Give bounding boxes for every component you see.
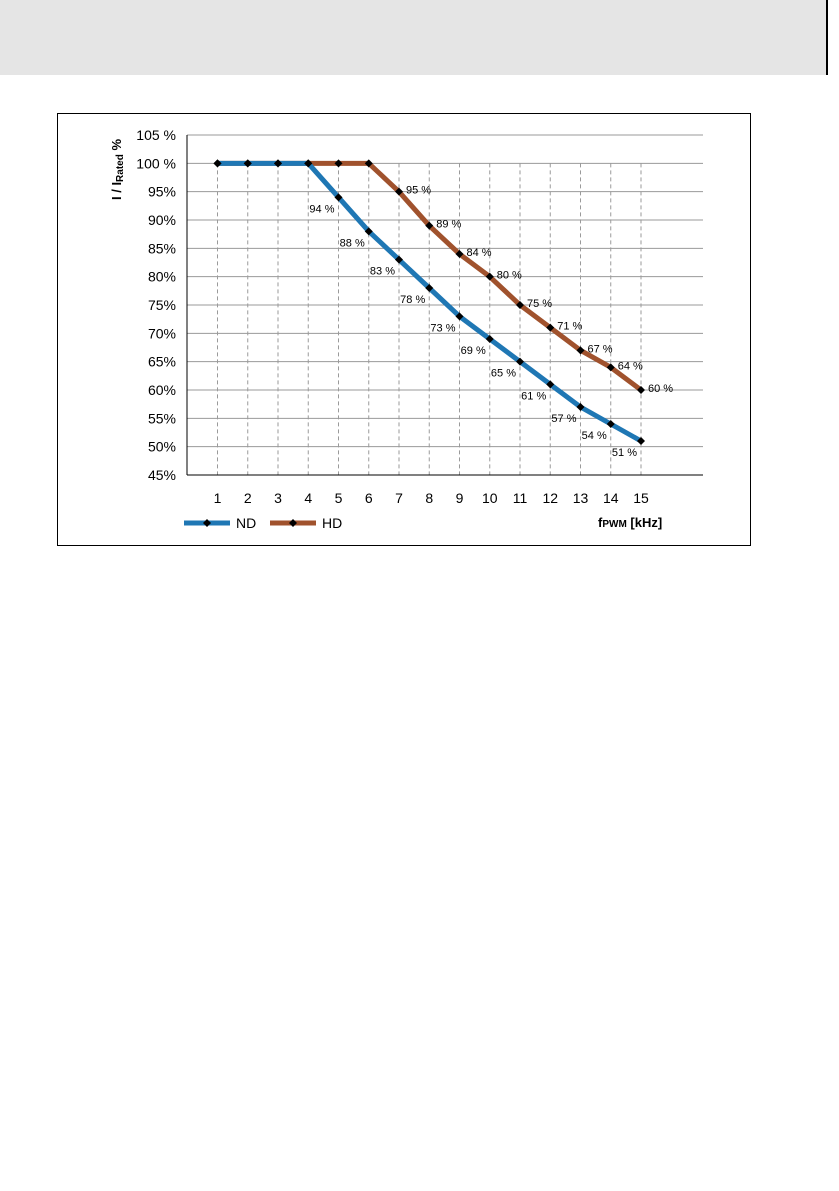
data-point-nd [304,159,313,168]
data-point-hd [455,250,464,258]
data-point-nd [274,159,282,168]
x-tick-label: 8 [425,490,433,506]
data-point-nd [455,312,464,321]
data-label-nd: 54 % [582,430,607,442]
axes [186,135,703,476]
y-tick-label: 75% [148,297,176,313]
data-label-nd: 88 % [340,237,365,249]
y-tick-label: 60% [148,382,176,398]
x-tick-labels: 1 2 3 4 5 6 7 8 9 10 11 12 13 14 15 [214,490,649,506]
legend-marker-nd [203,519,211,527]
data-point-hd [516,301,524,309]
data-label-nd: 57 % [551,413,576,425]
data-label-nd: 73 % [430,322,455,334]
data-point-nd [364,227,373,236]
data-label-nd: 83 % [370,266,395,278]
data-point-hd [546,323,555,332]
data-point-nd [576,403,585,411]
x-tick-label: 6 [365,490,373,506]
data-label-nd: 61 % [521,390,546,402]
data-point-nd [213,159,222,168]
data-label-hd: 84 % [467,247,492,259]
y-tick-labels: 105 % 100 % 95% 90% 85% 80% 75% 70% 65% 60% 55% 50%… [136,127,176,483]
data-point-nd [425,284,434,292]
data-point-hd [395,187,403,196]
y-tick-label: 45% [148,467,176,483]
x-tick-label: 4 [304,490,312,506]
data-point-hd [485,272,494,281]
data-label-nd: 51 % [612,447,637,459]
data-label-hd: 64 % [618,360,643,372]
data-point-nd [516,357,524,366]
data-labels: 95 % 89 % 84 % 80 % 75 % 71 % 67 % 64 % 60 % 94 %… [309,185,673,459]
data-point-nd [395,255,403,264]
data-point-nd [546,380,555,389]
data-point-nd [606,420,615,428]
data-point-hd [334,159,343,168]
data-label-hd: 89 % [436,219,461,231]
x-tick-label: 14 [603,490,619,506]
x-tick-label: 5 [335,490,343,506]
data-label-nd: 94 % [309,203,334,215]
data-point-hd [606,363,615,372]
y-tick-label: 50% [148,439,176,455]
page-edge-line [826,0,828,75]
x-tick-label: 11 [513,490,528,506]
data-label-hd: 67 % [588,343,613,355]
series [213,159,645,445]
data-point-hd [425,221,434,230]
y-tick-label: 85% [148,240,176,256]
x-tick-label: 15 [633,490,649,506]
data-label-hd: 60 % [648,383,673,395]
x-tick-label: 2 [244,490,252,506]
legend-marker-hd [289,519,297,527]
x-tick-label: 7 [395,490,403,506]
series-line-nd [217,160,643,444]
y-tick-label: 100 % [136,155,176,171]
legend-label-nd: ND [236,515,256,531]
y-tick-label: 80% [148,269,176,285]
data-label-nd: 65 % [491,368,516,380]
x-tick-label: 1 [214,490,222,506]
data-point-hd [576,346,585,355]
data-label-hd: 95 % [406,185,431,197]
x-axis-title: fPWM [kHz] [598,515,662,530]
x-tick-label: 10 [482,490,498,506]
data-point-hd [637,386,645,394]
y-axis-title: I / IRated % [109,139,126,200]
x-tick-label: 12 [542,490,558,506]
data-label-hd: 75 % [527,298,552,310]
data-label-hd: 71 % [557,321,582,333]
x-tick-label: 9 [456,490,464,506]
legend: ND HD [184,515,342,531]
legend-item-hd: HD [270,515,342,531]
chart-frame [57,113,751,546]
x-tick-label: 13 [573,490,589,506]
data-label-nd: 78 % [400,294,425,306]
data-point-nd [485,335,494,343]
y-tick-label: 90% [148,212,176,228]
y-tick-label: 65% [148,354,176,370]
data-label-hd: 80 % [497,270,522,282]
page-header-band [0,0,826,75]
legend-label-hd: HD [322,515,342,531]
y-tick-label: 105 % [136,127,176,143]
legend-item-nd: ND [184,515,256,531]
data-point-nd [334,193,343,202]
data-point-nd [637,437,645,445]
y-tick-label: 55% [148,410,176,426]
x-tick-label: 3 [274,490,282,506]
data-point-nd [243,159,252,168]
y-tick-label: 70% [148,325,176,341]
data-point-hd [364,159,373,168]
data-label-nd: 69 % [461,345,486,357]
y-tick-label: 95% [148,184,176,200]
